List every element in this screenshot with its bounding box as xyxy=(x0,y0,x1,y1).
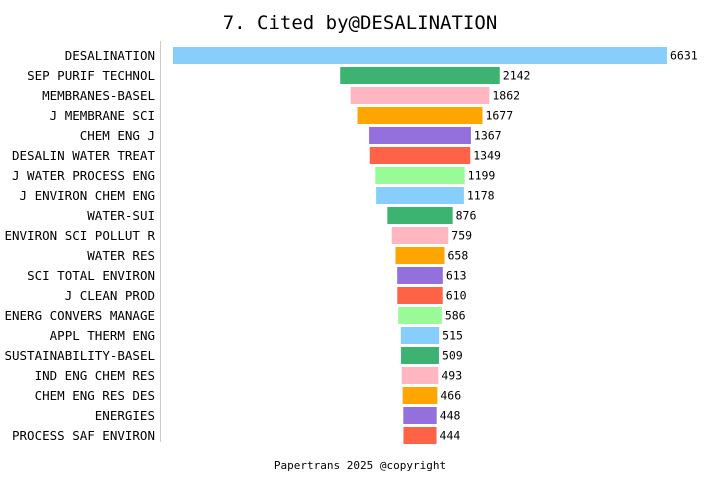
category-label-chem-eng-res-des: CHEM ENG RES DES xyxy=(35,388,155,403)
category-label-energ-convers-manage: ENERG CONVERS MANAGE xyxy=(4,308,155,323)
bar-j-clean-prod xyxy=(397,287,443,304)
bar-desalination xyxy=(173,47,667,64)
value-label-chem-eng-j: 1367 xyxy=(474,129,502,143)
category-label-energies: ENERGIES xyxy=(95,408,155,423)
value-label-j-water-process-eng: 1199 xyxy=(468,169,496,183)
bar-membranes-basel xyxy=(350,87,490,104)
category-label-water-res: WATER RES xyxy=(87,248,155,263)
category-label-chem-eng-j: CHEM ENG J xyxy=(80,128,155,143)
value-label-process-saf-environ: 444 xyxy=(440,429,461,443)
value-label-appl-therm-eng: 515 xyxy=(442,329,463,343)
bar-ind-eng-chem-res xyxy=(401,367,439,384)
bar-sci-total-environ xyxy=(397,267,443,284)
bar-water-sui xyxy=(387,207,453,224)
value-label-desalination: 6631 xyxy=(670,49,698,63)
category-label-j-membrane-sci: J MEMBRANE SCI xyxy=(50,108,155,123)
category-label-ind-eng-chem-res: IND ENG CHEM RES xyxy=(35,368,155,383)
bar-chem-eng-res-des xyxy=(402,387,438,404)
category-label-sustainability-basel: SUSTAINABILITY-BASEL xyxy=(4,348,155,363)
category-label-process-saf-environ: PROCESS SAF ENVIRON xyxy=(12,428,155,443)
value-label-membranes-basel: 1862 xyxy=(492,89,520,103)
footer-copyright: Papertrans 2025 @copyright xyxy=(274,459,446,472)
value-labels: 6631 2142 1862 1677 1367 1349 1199 1178 876 759 65… xyxy=(440,49,698,443)
bar-appl-therm-eng xyxy=(400,327,440,344)
value-label-sustainability-basel: 509 xyxy=(442,349,463,363)
value-label-environ-sci-pollut-r: 759 xyxy=(451,229,472,243)
category-label-appl-therm-eng: APPL THERM ENG xyxy=(50,328,155,343)
bar-process-saf-environ xyxy=(403,427,437,444)
category-labels: DESALINATION SEP PURIF TECHNOL MEMBRANES-B… xyxy=(4,48,155,443)
value-label-chem-eng-res-des: 466 xyxy=(440,389,461,403)
bar-chem-eng-j xyxy=(369,127,471,144)
category-label-j-environ-chem-eng: J ENVIRON CHEM ENG xyxy=(20,188,155,203)
category-label-sci-total-environ: SCI TOTAL ENVIRON xyxy=(27,268,155,283)
bar-energies xyxy=(403,407,437,424)
value-label-desalin-water-treat: 1349 xyxy=(473,149,501,163)
bar-environ-sci-pollut-r xyxy=(391,227,449,244)
category-label-membranes-basel: MEMBRANES-BASEL xyxy=(42,88,155,103)
value-label-energies: 448 xyxy=(440,409,461,423)
category-label-j-clean-prod: J CLEAN PROD xyxy=(65,288,155,303)
bar-sep-purif-technol xyxy=(340,67,500,84)
category-label-j-water-process-eng: J WATER PROCESS ENG xyxy=(12,168,155,183)
bar-desalin-water-treat xyxy=(369,147,471,164)
category-label-desalin-water-treat: DESALIN WATER TREAT xyxy=(12,148,155,163)
bar-j-membrane-sci xyxy=(357,107,483,124)
category-label-sep-purif-technol: SEP PURIF TECHNOL xyxy=(27,68,155,83)
value-label-water-res: 658 xyxy=(448,249,469,263)
value-label-j-membrane-sci: 1677 xyxy=(485,109,513,123)
category-label-desalination: DESALINATION xyxy=(65,48,155,63)
value-label-j-environ-chem-eng: 1178 xyxy=(467,189,495,203)
category-label-water-sui: WATER-SUI xyxy=(87,208,155,223)
value-label-j-clean-prod: 610 xyxy=(446,289,467,303)
value-label-sci-total-environ: 613 xyxy=(446,269,467,283)
value-label-sep-purif-technol: 2142 xyxy=(503,69,531,83)
chart-title: 7. Cited by@DESALINATION xyxy=(223,12,498,34)
bar-energ-convers-manage xyxy=(398,307,442,324)
bars-group xyxy=(173,47,667,444)
bar-j-water-process-eng xyxy=(375,167,465,184)
bar-sustainability-basel xyxy=(401,347,439,364)
category-label-environ-sci-pollut-r: ENVIRON SCI POLLUT R xyxy=(4,228,155,243)
value-label-water-sui: 876 xyxy=(456,209,477,223)
bar-j-environ-chem-eng xyxy=(376,187,464,204)
value-label-ind-eng-chem-res: 493 xyxy=(441,369,462,383)
value-label-energ-convers-manage: 586 xyxy=(445,309,466,323)
bar-water-res xyxy=(395,247,445,264)
